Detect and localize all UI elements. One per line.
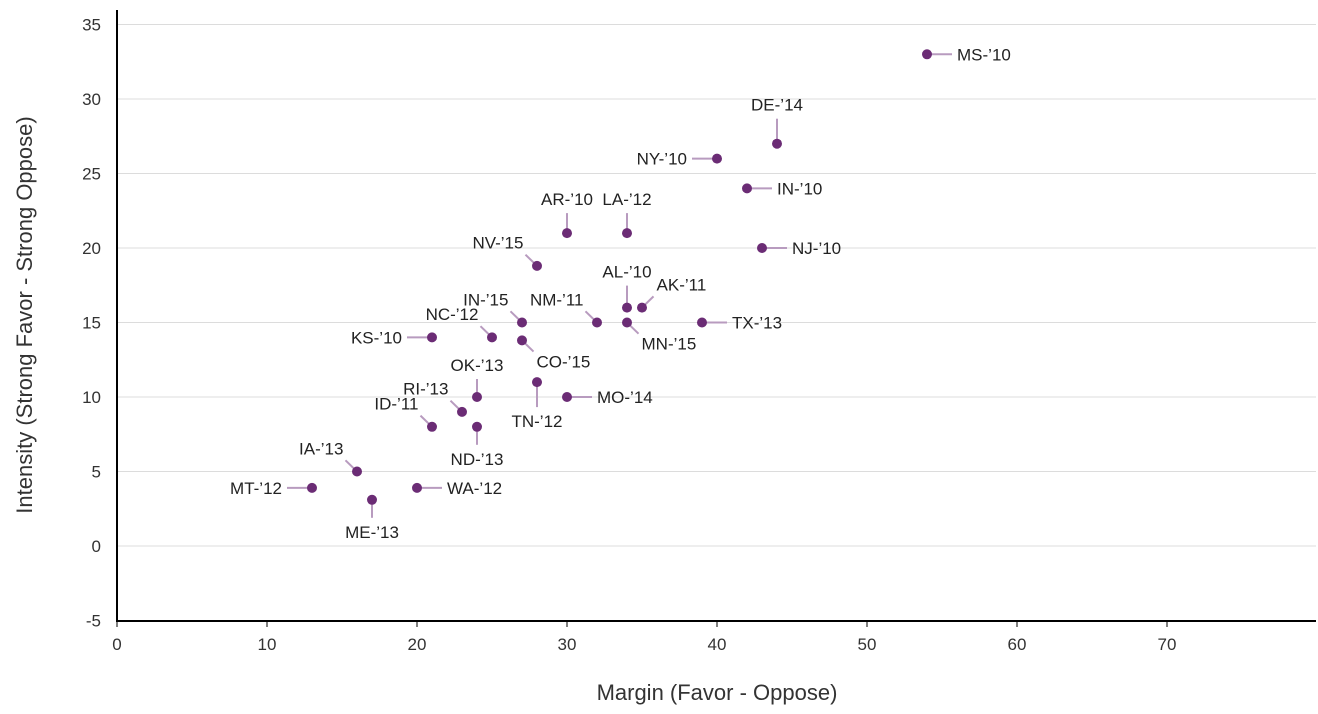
point-ri-13 [457, 406, 467, 417]
gridlines [117, 24, 1316, 547]
y-tick-label: 30 [82, 90, 101, 109]
point-me-13 [367, 494, 377, 505]
label-leaders [287, 53, 952, 518]
label-nc-12: NC-’12 [426, 305, 479, 324]
label-ri-13: RI-’13 [403, 380, 448, 399]
y-tick-label: -5 [86, 612, 101, 631]
label-nv-15: NV-’15 [472, 234, 523, 253]
label-ms-10: MS-’10 [957, 45, 1011, 64]
axes [116, 10, 1316, 622]
x-tick-label: 30 [558, 635, 577, 654]
point-nv-15 [532, 260, 542, 271]
x-tick-label: 60 [1008, 635, 1027, 654]
label-ak-11: AK-’11 [657, 275, 707, 294]
x-tick-label: 40 [708, 635, 727, 654]
point-mn-15 [622, 317, 632, 328]
point-in-15 [517, 317, 527, 328]
label-in-15: IN-’15 [463, 290, 508, 309]
label-mt-12: MT-’12 [230, 479, 282, 498]
point-tx-13 [697, 317, 707, 328]
x-axis-title: Margin (Favor - Oppose) [597, 680, 838, 705]
point-nm-11 [592, 317, 602, 328]
label-tx-13: TX-’13 [732, 314, 782, 333]
point-id-11 [427, 421, 437, 432]
x-tick-labels: 0 10 20 30 40 50 60 70 [112, 621, 1176, 654]
x-tick-label: 70 [1158, 635, 1177, 654]
point-de-14 [772, 138, 782, 149]
label-mo-14: MO-’14 [597, 388, 653, 407]
point-nj-10 [757, 243, 767, 253]
y-axis-title: Intensity (Strong Favor - Strong Oppose) [12, 116, 37, 513]
point-la-12 [622, 228, 632, 239]
y-tick-label: 15 [82, 314, 101, 333]
point-co-15 [517, 335, 527, 346]
point-ms-10 [922, 49, 932, 60]
point-ok-13 [472, 392, 482, 402]
label-id-11: ID-’11 [374, 395, 418, 414]
y-tick-labels: -5 0 5 10 15 20 25 30 35 [82, 16, 101, 631]
label-al-10: AL-’10 [602, 263, 651, 282]
point-mt-12 [307, 482, 317, 493]
point-ny-10 [712, 153, 722, 164]
label-ok-13: OK-’13 [451, 356, 504, 375]
label-ia-13: IA-’13 [299, 439, 343, 458]
label-nd-13: ND-’13 [451, 450, 504, 469]
point-al-10 [622, 302, 632, 313]
label-ks-10: KS-’10 [351, 328, 402, 347]
point-ia-13 [352, 466, 362, 477]
point-nd-13 [472, 421, 482, 432]
label-wa-12: WA-’12 [447, 479, 502, 498]
label-me-13: ME-’13 [345, 523, 399, 542]
label-de-14: DE-’14 [751, 96, 803, 115]
x-tick-label: 20 [408, 635, 427, 654]
point-labels: MS-’10 DE-’14 NY-’10 IN-’10 AR-’10 LA-’12 NJ-’… [230, 45, 1011, 542]
y-tick-label: 0 [92, 537, 101, 556]
label-ar-10: AR-’10 [541, 190, 593, 209]
y-tick-label: 10 [82, 388, 101, 407]
label-nj-10: NJ-’10 [792, 239, 841, 258]
y-tick-label: 35 [82, 16, 101, 35]
label-tn-12: TN-’12 [511, 412, 562, 431]
point-ar-10 [562, 228, 572, 239]
x-tick-label: 50 [858, 635, 877, 654]
point-tn-12 [532, 377, 542, 388]
x-tick-label: 10 [258, 635, 277, 654]
label-ny-10: NY-’10 [637, 150, 687, 169]
label-nm-11: NM-’11 [530, 290, 584, 309]
y-tick-label: 25 [82, 165, 101, 184]
point-ks-10 [427, 332, 437, 343]
y-tick-label: 20 [82, 239, 101, 258]
point-in-10 [742, 183, 752, 194]
data-points [307, 49, 932, 505]
label-in-10: IN-’10 [777, 179, 822, 198]
point-mo-14 [562, 392, 572, 402]
point-nc-12 [487, 332, 497, 343]
y-tick-label: 5 [92, 463, 101, 482]
label-mn-15: MN-’15 [642, 335, 697, 354]
label-co-15: CO-’15 [537, 353, 591, 372]
x-tick-label: 0 [112, 635, 121, 654]
point-ak-11 [637, 302, 647, 313]
label-la-12: LA-’12 [602, 190, 651, 209]
point-wa-12 [412, 482, 422, 493]
